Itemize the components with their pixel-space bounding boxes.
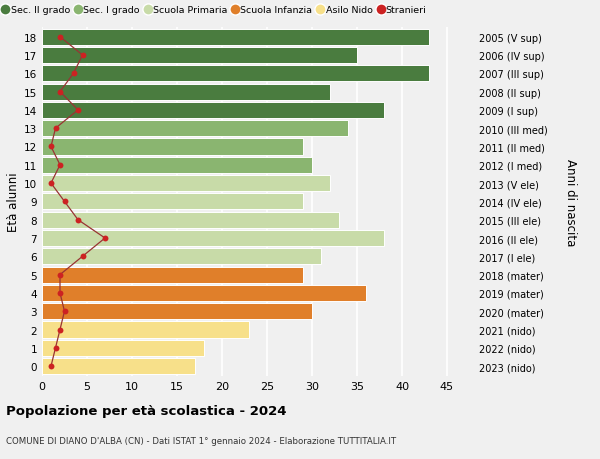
Point — [55, 162, 65, 169]
Bar — [42, 48, 357, 64]
Point — [55, 326, 65, 334]
Bar — [42, 121, 348, 137]
Point — [51, 125, 60, 133]
Bar — [42, 66, 429, 82]
Bar — [42, 194, 303, 210]
Bar — [42, 84, 330, 101]
Bar — [42, 285, 366, 301]
Text: COMUNE DI DIANO D'ALBA (CN) - Dati ISTAT 1° gennaio 2024 - Elaborazione TUTTITAL: COMUNE DI DIANO D'ALBA (CN) - Dati ISTAT… — [6, 436, 396, 445]
Point — [78, 253, 88, 260]
Point — [55, 89, 65, 96]
Point — [69, 70, 78, 78]
Bar — [42, 176, 330, 192]
Point — [73, 217, 83, 224]
Text: Popolazione per età scolastica - 2024: Popolazione per età scolastica - 2024 — [6, 404, 287, 417]
Bar — [42, 157, 312, 174]
Point — [55, 34, 65, 41]
Bar — [42, 358, 195, 375]
Y-axis label: Età alunni: Età alunni — [7, 172, 20, 232]
Bar — [42, 322, 249, 338]
Point — [78, 52, 88, 60]
Bar — [42, 267, 303, 283]
Bar — [42, 340, 204, 356]
Point — [55, 271, 65, 279]
Point — [51, 344, 60, 352]
Bar — [42, 103, 384, 119]
Point — [46, 363, 56, 370]
Bar — [42, 303, 312, 319]
Bar — [42, 249, 321, 265]
Point — [46, 144, 56, 151]
Point — [60, 308, 70, 315]
Y-axis label: Anni di nascita: Anni di nascita — [564, 158, 577, 246]
Bar — [42, 29, 429, 45]
Point — [73, 107, 83, 114]
Point — [100, 235, 110, 242]
Point — [55, 290, 65, 297]
Bar — [42, 230, 384, 246]
Point — [60, 198, 70, 206]
Legend: Sec. II grado, Sec. I grado, Scuola Primaria, Scuola Infanzia, Asilo Nido, Stran: Sec. II grado, Sec. I grado, Scuola Prim… — [0, 3, 430, 19]
Bar — [42, 212, 339, 228]
Bar — [42, 139, 303, 155]
Point — [46, 180, 56, 187]
